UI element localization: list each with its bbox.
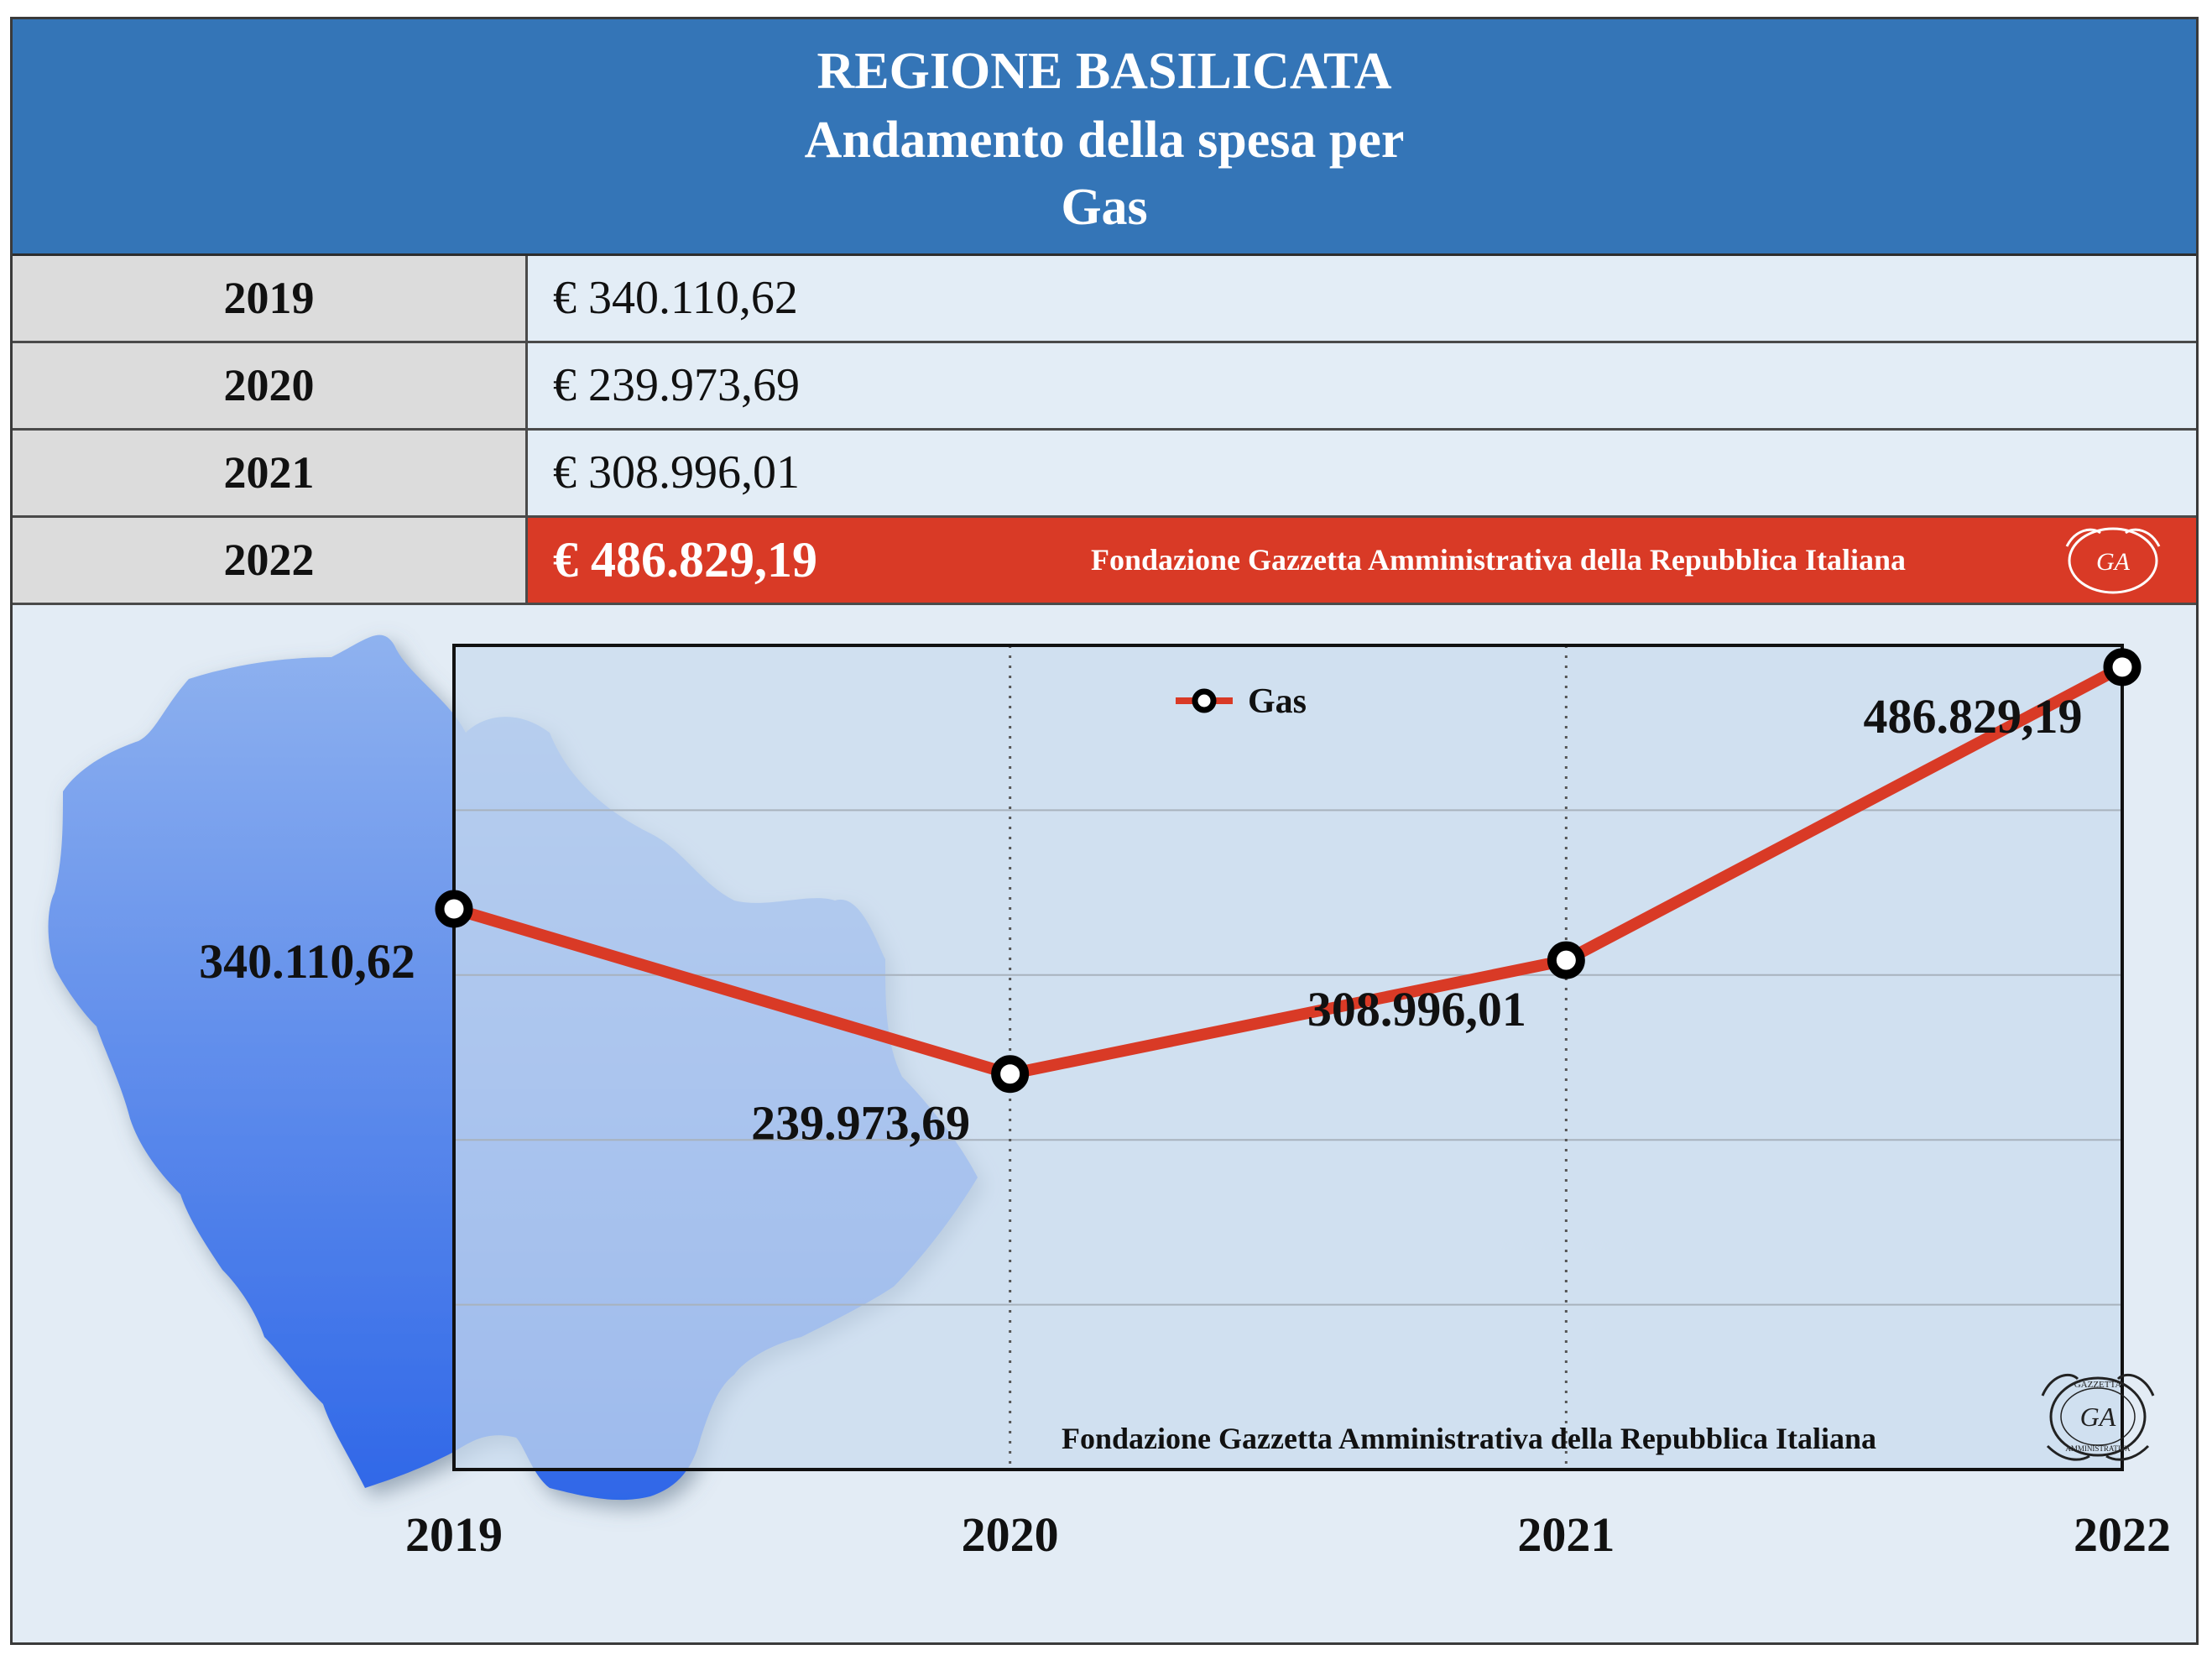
foundation-credit: Fondazione Gazzetta Amministrativa della… — [1091, 543, 1906, 577]
subtitle-category: Gas — [1061, 179, 1148, 236]
table-row: 2019 € 340.110,62 — [13, 256, 2196, 343]
line-chart: 340.110,62 239.973,69 308.996,01 486.829,19… — [48, 634, 2171, 1562]
x-tick-label: 2021 — [1517, 1507, 1615, 1562]
data-point-marker — [1547, 941, 1585, 979]
foundation-credit-chart: Fondazione Gazzetta Amministrativa della… — [1062, 1422, 1876, 1455]
value-cell: € 340.110,62 — [528, 256, 2196, 341]
value-cell-highlight: € 486.829,19 — [528, 518, 2196, 603]
data-label: 340.110,62 — [199, 934, 415, 989]
plot-background — [454, 645, 2122, 1470]
table-row: 2021 € 308.996,01 — [13, 431, 2196, 518]
infographic-frame: REGIONE BASILICATA Andamento della spesa… — [10, 17, 2199, 1645]
plot-border — [452, 644, 2124, 1471]
data-label: 308.996,01 — [1307, 982, 1526, 1036]
value-cell: € 239.973,69 — [528, 343, 2196, 428]
seal-letters: GA — [2096, 548, 2131, 576]
data-label: 239.973,69 — [751, 1096, 970, 1151]
table-row: 2020 € 239.973,69 — [13, 343, 2196, 431]
seal-bottom-text: AMMINISTRATIVA — [2065, 1444, 2131, 1453]
seal-logo-icon: GA GAZZETTA AMMINISTRATIVA — [2041, 1374, 2155, 1461]
value-cell: € 308.996,01 — [528, 431, 2196, 515]
subtitle: Andamento della spesa per — [804, 112, 1405, 169]
year-cell: 2019 — [13, 256, 528, 341]
year-cell: 2020 — [13, 343, 528, 428]
seal-top-text: GAZZETTA — [2074, 1380, 2122, 1390]
year-cell: 2021 — [13, 431, 528, 515]
data-point-marker — [991, 1055, 1030, 1094]
data-label: 486.829,19 — [1864, 689, 2083, 744]
legend-marker-swatch — [1192, 688, 1217, 713]
x-tick-label: 2019 — [405, 1507, 503, 1562]
x-tick-label: 2020 — [962, 1507, 1059, 1562]
data-point-marker — [2103, 648, 2142, 687]
header-banner: REGIONE BASILICATA Andamento della spesa… — [13, 19, 2196, 256]
year-cell: 2022 — [13, 518, 528, 603]
seal-logo-icon: GA — [2065, 527, 2161, 594]
region-title: REGIONE BASILICATA — [816, 43, 1392, 100]
x-tick-label: 2022 — [2074, 1507, 2171, 1562]
table-row-highlight: 2022 € 486.829,19 Fondazione Gazzetta Am… — [13, 518, 2196, 605]
plot-area: 340.110,62 239.973,69 308.996,01 486.829,19… — [199, 644, 2171, 1562]
series-line-gas — [448, 660, 2128, 1080]
data-point-marker — [435, 890, 473, 928]
legend-label-gas: Gas — [1248, 682, 1307, 721]
seal-letters: GA — [2080, 1402, 2116, 1432]
